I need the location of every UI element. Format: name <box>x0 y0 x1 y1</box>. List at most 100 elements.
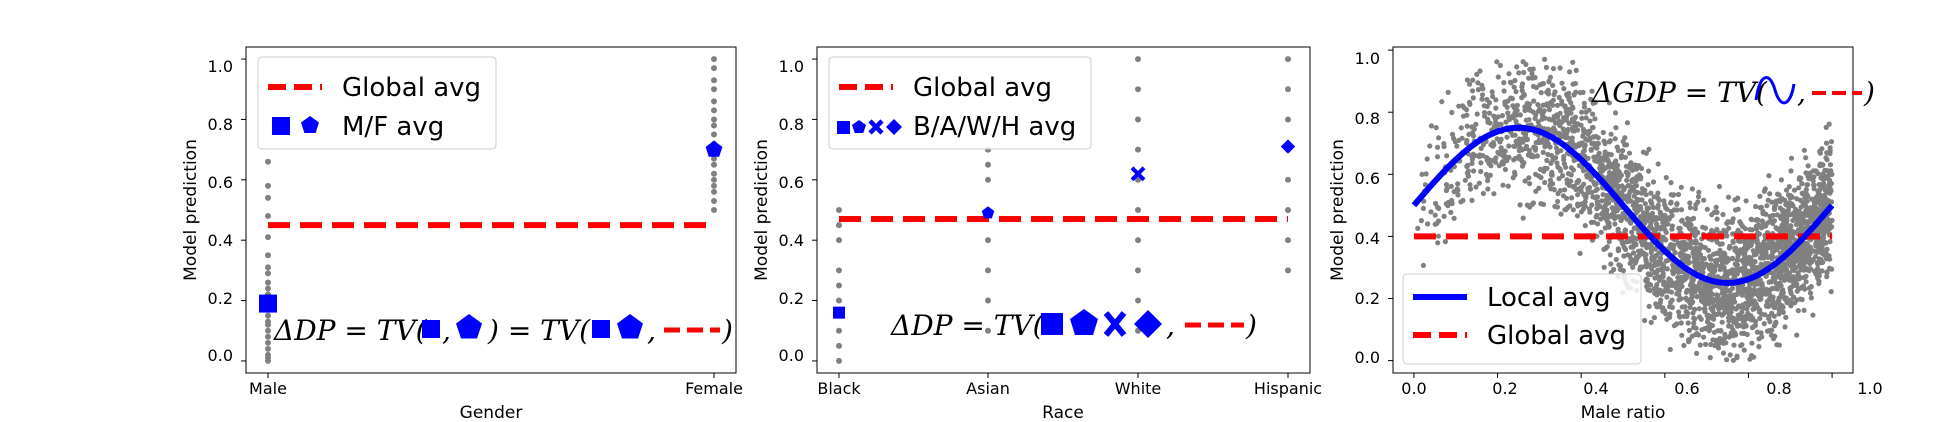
data-point <box>1545 87 1551 93</box>
data-point <box>1820 229 1826 235</box>
data-point <box>1583 115 1589 121</box>
data-point <box>1824 168 1830 174</box>
data-point <box>1701 292 1707 298</box>
data-point <box>1714 216 1720 222</box>
data-point <box>1568 100 1574 106</box>
data-point <box>1634 174 1640 180</box>
data-point <box>1511 143 1517 149</box>
data-point <box>1775 226 1781 232</box>
data-point <box>1722 285 1728 291</box>
data-point <box>836 267 842 274</box>
data-point <box>1727 333 1733 339</box>
data-point <box>1470 95 1476 101</box>
data-point <box>1505 110 1511 116</box>
data-point <box>836 207 842 213</box>
data-point <box>1668 180 1674 186</box>
data-point <box>711 122 717 129</box>
y-tick-label: 0.6 <box>208 173 233 192</box>
data-point <box>1676 313 1682 319</box>
data-point <box>1448 209 1454 215</box>
data-point <box>1444 153 1450 159</box>
data-point <box>1772 321 1778 327</box>
data-point <box>1634 196 1640 202</box>
data-point <box>1444 186 1450 192</box>
data-point <box>1556 118 1562 124</box>
data-point <box>1787 288 1794 294</box>
data-point <box>1700 269 1706 275</box>
data-point <box>1783 314 1789 320</box>
data-point <box>1538 174 1544 181</box>
data-point <box>1725 194 1732 200</box>
panel-male-ratio: 0.0 0.2 0.4 0.6 0.8 1.0 0.0 0.2 0.4 0.6 … <box>1328 46 1883 422</box>
legend-square-marker <box>272 117 290 135</box>
data-point <box>1475 80 1481 86</box>
data-point <box>836 357 842 364</box>
data-point <box>1795 270 1801 276</box>
data-point <box>1677 225 1683 231</box>
data-point <box>1770 254 1776 260</box>
data-point <box>1505 183 1511 189</box>
data-point <box>1501 88 1507 94</box>
data-point <box>1592 182 1598 188</box>
data-point <box>1662 227 1668 233</box>
formula-comma-2: , <box>647 314 656 347</box>
data-point <box>1556 176 1562 182</box>
data-point <box>1701 306 1708 312</box>
data-point <box>1739 314 1745 320</box>
data-point <box>1455 192 1461 198</box>
data-point <box>1631 225 1637 231</box>
data-point <box>1669 223 1675 229</box>
data-point <box>1595 135 1601 141</box>
data-point <box>1574 179 1580 185</box>
data-point <box>1501 80 1507 86</box>
data-point <box>1595 141 1601 147</box>
data-point <box>1788 303 1794 309</box>
data-point <box>1699 298 1705 304</box>
data-point <box>1646 271 1652 277</box>
data-point <box>1767 319 1773 325</box>
data-point <box>1540 149 1546 155</box>
data-point <box>1769 310 1775 316</box>
data-point <box>1474 71 1480 77</box>
data-point <box>1687 200 1693 206</box>
group-avg-square <box>259 294 277 313</box>
data-point <box>1808 295 1814 301</box>
data-point <box>1470 151 1476 157</box>
data-point <box>1285 267 1291 274</box>
data-point <box>1677 251 1683 257</box>
data-point <box>1546 79 1552 85</box>
data-point <box>1695 194 1702 200</box>
data-point <box>1696 306 1702 312</box>
data-point <box>1588 147 1594 153</box>
data-point <box>1675 191 1682 198</box>
data-point <box>1750 248 1756 254</box>
panel-race: 0.0 0.2 0.4 0.6 0.8 1.0 Black Asian Whit… <box>752 46 1322 422</box>
data-point <box>1470 77 1476 83</box>
data-point <box>1469 160 1475 166</box>
data-point <box>1551 126 1557 133</box>
data-point <box>1665 284 1671 290</box>
data-point <box>265 234 271 241</box>
data-point <box>711 155 717 162</box>
data-point <box>1490 93 1496 99</box>
data-point <box>1784 299 1790 306</box>
data-point <box>1764 328 1771 334</box>
data-point <box>1486 110 1493 116</box>
data-point <box>1562 134 1568 141</box>
data-point <box>1809 196 1815 202</box>
data-point <box>1625 252 1631 258</box>
plot-area-race <box>816 46 1311 374</box>
data-point <box>1784 213 1791 219</box>
data-point <box>1648 224 1654 230</box>
data-point <box>1434 154 1441 160</box>
data-point <box>836 327 842 334</box>
data-point <box>1801 147 1807 153</box>
data-point <box>1612 159 1618 165</box>
data-point <box>1594 194 1600 200</box>
data-point <box>1689 294 1695 300</box>
data-point <box>1616 169 1622 175</box>
data-point <box>1432 212 1438 218</box>
data-point <box>1659 291 1665 297</box>
data-point <box>1638 250 1644 256</box>
data-point <box>1507 116 1513 122</box>
